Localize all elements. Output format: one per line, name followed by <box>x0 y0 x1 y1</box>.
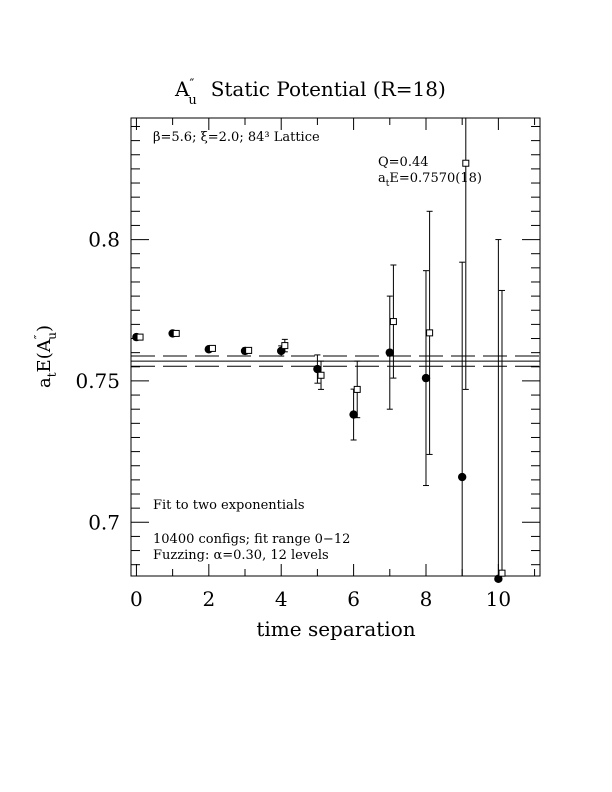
plot-frame <box>130 117 541 577</box>
point-square <box>426 329 434 337</box>
point-circle <box>457 472 467 482</box>
point-circle <box>313 364 322 374</box>
y-tick-label: 0.7 <box>88 510 120 534</box>
point-square <box>281 342 289 350</box>
title-rest: Static Potential (R=18) <box>211 77 446 101</box>
q-annotation: Q=0.44 <box>378 155 429 170</box>
energy-annotation: atE=0.7570(18) <box>378 171 482 189</box>
point-square <box>389 318 397 326</box>
point-square <box>498 569 506 577</box>
y-tick-label: 0.8 <box>88 228 120 252</box>
point-circle <box>349 410 358 419</box>
axis-ticks <box>131 118 540 576</box>
point-circle <box>494 574 503 584</box>
data-points <box>132 118 506 584</box>
title-sub: u <box>188 93 196 108</box>
x-axis-label: time separation <box>256 617 415 641</box>
point-square <box>208 344 216 352</box>
point-square <box>172 329 180 337</box>
x-tick-labels: 0 2 4 6 8 10 <box>130 587 511 611</box>
y-axis-label: atE(A″u) <box>32 325 59 388</box>
x-tick-label: 0 <box>130 587 143 611</box>
fuzz-annotation: Fuzzing: α=0.30, 12 levels <box>153 548 329 563</box>
point-circle <box>421 373 431 383</box>
x-tick-label: 10 <box>486 587 511 611</box>
x-tick-label: 2 <box>202 587 215 611</box>
point-square <box>317 371 325 379</box>
point-circle <box>385 348 394 357</box>
fit-annotation: Fit to two exponentials <box>153 498 305 513</box>
configs-annotation: 10400 configs; fit range 0−12 <box>153 532 350 547</box>
point-square <box>245 346 253 354</box>
x-tick-label: 8 <box>420 587 433 611</box>
point-square <box>136 333 144 341</box>
y-tick-labels: 0.7 0.75 0.8 <box>75 228 120 535</box>
point-square <box>353 385 361 393</box>
point-square <box>462 159 470 167</box>
title-sup: ″ <box>189 77 194 92</box>
x-tick-label: 4 <box>275 587 288 611</box>
chart-title: A″ u Static Potential (R=18) <box>174 77 446 108</box>
y-tick-label: 0.75 <box>75 369 120 393</box>
title-a: A <box>174 77 190 101</box>
lattice-annotation: β=5.6; ξ=2.0; 84³ Lattice <box>153 130 320 145</box>
x-tick-label: 6 <box>347 587 360 611</box>
